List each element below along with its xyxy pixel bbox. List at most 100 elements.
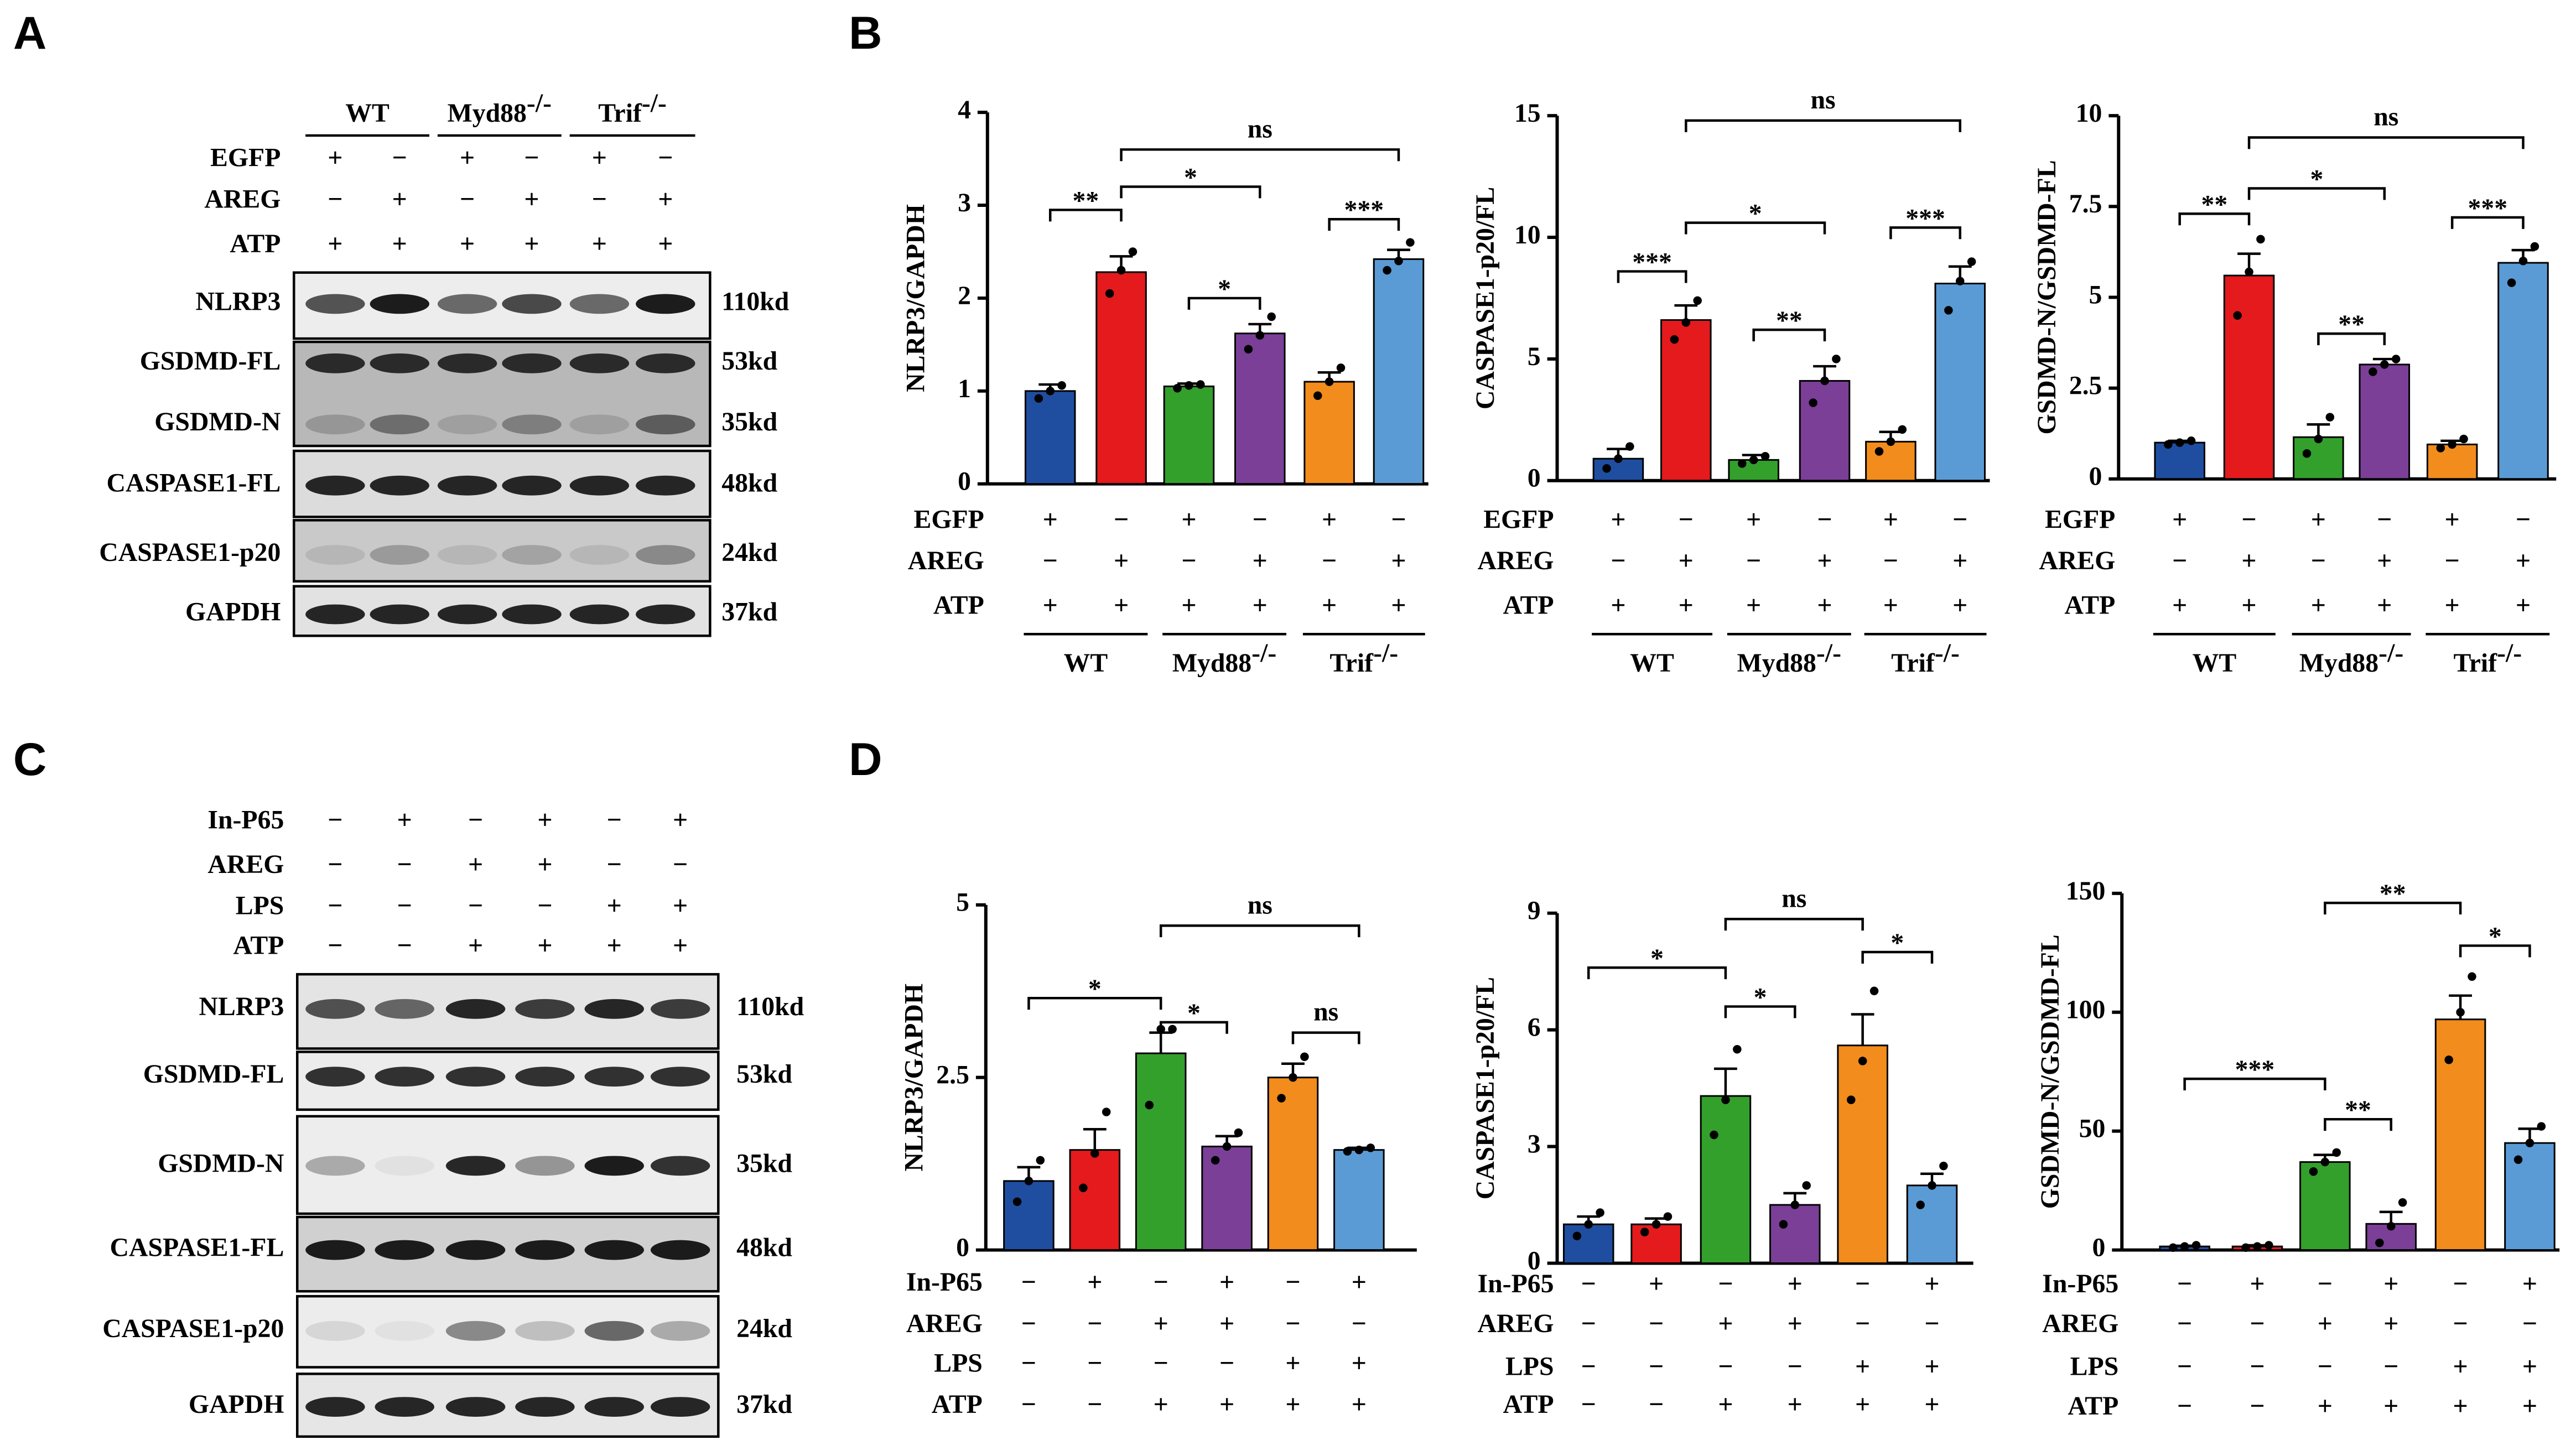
data-point <box>1336 363 1346 372</box>
bar <box>2426 443 2478 480</box>
band <box>305 353 365 373</box>
treatment-sign: − <box>1154 1348 1168 1377</box>
treatment-sign: + <box>592 143 607 173</box>
group-label-sup: -/- <box>642 89 667 118</box>
data-point <box>1846 1095 1856 1104</box>
band <box>375 1067 434 1087</box>
treatment-sign: − <box>1352 1309 1367 1338</box>
bar <box>1630 1223 1682 1264</box>
band <box>636 475 695 496</box>
significance-bracket <box>1685 221 1826 235</box>
data-point <box>2518 257 2528 266</box>
treatment-sign: + <box>1718 1309 1733 1338</box>
treatment-sign: + <box>2522 1391 2537 1421</box>
significance-label: ns <box>1248 114 1273 143</box>
y-tick-label: 50 <box>2079 1114 2106 1143</box>
treatment-label: In-P65 <box>2042 1269 2118 1298</box>
treatment-sign: + <box>328 143 342 173</box>
data-point <box>1313 391 1322 400</box>
data-point <box>1596 1208 1604 1217</box>
band <box>305 294 365 314</box>
group-label: Trif <box>2453 648 2497 678</box>
band <box>584 1240 644 1260</box>
data-point <box>1343 1147 1352 1156</box>
treatment-sign: − <box>328 891 342 921</box>
treatment-sign: − <box>397 850 412 879</box>
treatment-sign: + <box>1788 1390 1803 1419</box>
band <box>584 1156 644 1176</box>
treatment-sign: + <box>1611 505 1625 534</box>
band <box>437 604 497 625</box>
data-point <box>1869 986 1879 996</box>
group-label: WT <box>345 98 389 128</box>
data-point <box>1802 1181 1811 1190</box>
group-label-sup: -/- <box>1935 638 1960 668</box>
band <box>375 1397 434 1417</box>
size-label: 37kd <box>721 597 777 626</box>
y-axis-label: CASPASE1-p20/FL <box>1471 187 1500 409</box>
data-point <box>1234 1128 1243 1137</box>
y-tick-label: 9 <box>1528 896 1541 926</box>
data-point <box>1916 1200 1925 1209</box>
group-label-sup: -/- <box>1373 638 1398 668</box>
bar <box>2299 1161 2351 1251</box>
blot-panel <box>295 1373 720 1438</box>
y-tick-label: 6 <box>1528 1013 1541 1042</box>
data-point <box>1602 464 1611 473</box>
y-tick-label: 7.5 <box>2069 189 2102 219</box>
band <box>305 1321 365 1341</box>
treatment-sign: − <box>2250 1309 2265 1338</box>
treatment-sign: + <box>1322 505 1337 534</box>
treatment-sign: − <box>1649 1351 1664 1381</box>
treatment-sign: − <box>328 184 342 214</box>
data-point <box>1693 296 1702 305</box>
panel-label: A <box>13 7 46 59</box>
data-point <box>1024 1177 1033 1186</box>
treatment-sign: + <box>1883 590 1898 620</box>
treatment-sign: + <box>537 850 552 879</box>
treatment-sign: − <box>2172 546 2187 575</box>
significance-label: * <box>1218 274 1231 304</box>
data-point <box>2391 355 2401 363</box>
band <box>375 999 434 1019</box>
band <box>437 414 497 435</box>
treatment-label: AREG <box>2039 546 2115 575</box>
treatment-sign: − <box>2250 1391 2265 1421</box>
treatment-sign: + <box>1087 1267 1102 1297</box>
treatment-sign: + <box>673 891 688 921</box>
y-tick-label: 3 <box>958 188 971 217</box>
protein-label: GSDMD-FL <box>143 1059 284 1089</box>
treatment-label: AREG <box>906 1309 983 1338</box>
treatment-sign: + <box>1352 1348 1367 1377</box>
y-tick-label: 2 <box>958 281 971 310</box>
treatment-sign: + <box>2377 590 2392 620</box>
treatment-label: In-P65 <box>906 1267 983 1297</box>
size-label: 53kd <box>736 1059 792 1089</box>
data-point <box>1277 1094 1286 1103</box>
treatment-label: AREG <box>204 184 281 214</box>
data-point <box>1406 238 1415 247</box>
band <box>370 475 429 496</box>
treatment-sign: − <box>1718 1351 1733 1381</box>
treatment-sign: + <box>2311 590 2326 620</box>
treatment-label: LPS <box>1505 1351 1554 1381</box>
data-point <box>1749 455 1758 465</box>
y-tick-label: 15 <box>1514 98 1541 128</box>
treatment-sign: − <box>2522 1309 2537 1338</box>
band <box>437 353 497 373</box>
band <box>502 414 562 435</box>
treatment-sign: + <box>1285 1348 1300 1377</box>
treatment-sign: − <box>1952 505 1967 534</box>
bar <box>1799 380 1851 482</box>
treatment-label: EGFP <box>210 143 281 173</box>
treatment-label: ATP <box>2064 590 2115 620</box>
protein-label: NLRP3 <box>199 992 284 1021</box>
data-point <box>2332 1148 2341 1157</box>
treatment-sign: + <box>1924 1351 1939 1381</box>
protein-label: GAPDH <box>185 597 281 626</box>
significance-label: * <box>1754 982 1767 1012</box>
bar <box>1700 1095 1752 1264</box>
band <box>370 545 429 565</box>
treatment-sign: + <box>524 184 539 214</box>
panel-label: B <box>849 7 882 59</box>
